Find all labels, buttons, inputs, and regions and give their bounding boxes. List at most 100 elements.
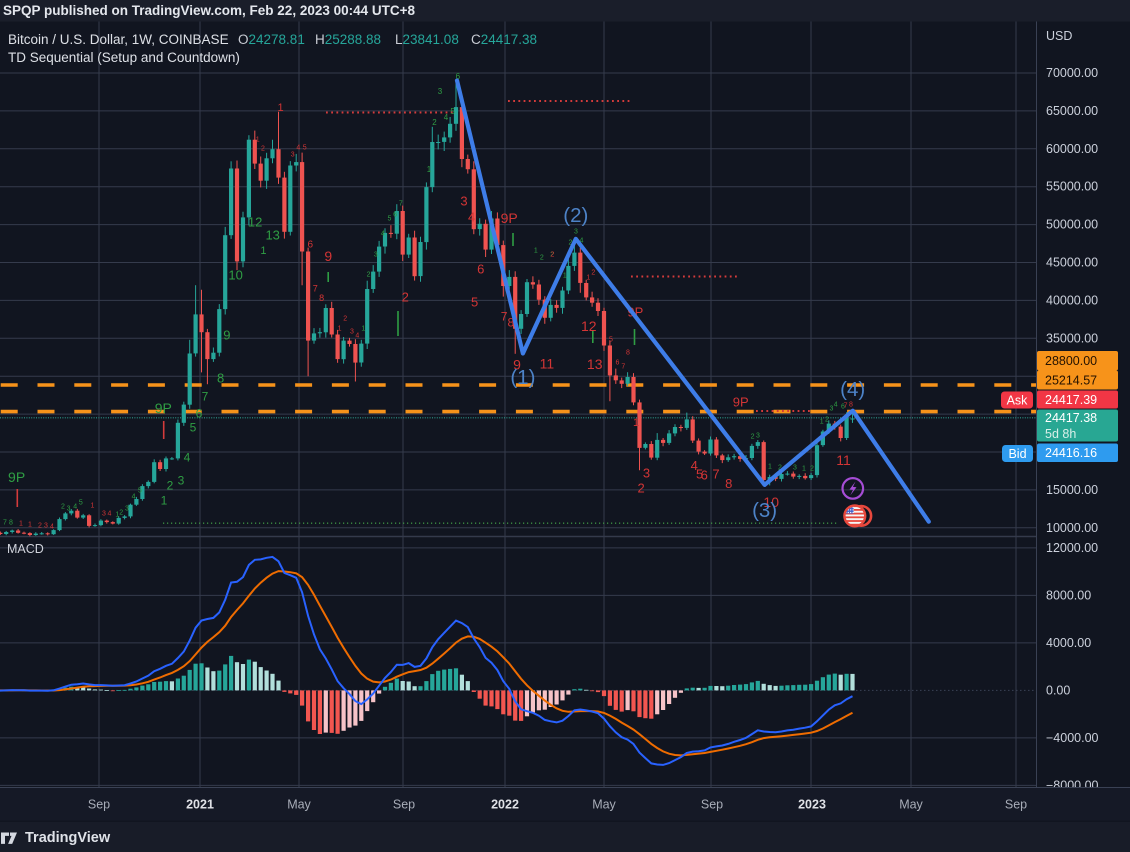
svg-text:3: 3 (574, 229, 578, 236)
svg-text:25214.57: 25214.57 (1045, 373, 1097, 387)
svg-text:5: 5 (450, 107, 455, 116)
svg-text:2: 2 (637, 481, 644, 496)
svg-text:May: May (287, 798, 311, 812)
svg-text:6: 6 (477, 262, 484, 277)
svg-text:40000.00: 40000.00 (1046, 293, 1098, 307)
svg-text:1: 1 (19, 521, 23, 528)
svg-text:Bitcoin / U.S. Dollar, 1W, COI: Bitcoin / U.S. Dollar, 1W, COINBASE (8, 32, 229, 47)
svg-text:9: 9 (223, 328, 230, 343)
svg-text:3: 3 (44, 523, 48, 530)
svg-text:8: 8 (725, 476, 732, 491)
svg-text:12: 12 (581, 318, 597, 334)
svg-text:1: 1 (256, 137, 260, 144)
svg-text:5: 5 (388, 216, 392, 223)
svg-text:1: 1 (260, 245, 266, 257)
svg-text:7: 7 (621, 364, 625, 371)
svg-text:Bid: Bid (1008, 447, 1026, 461)
svg-text:Sep: Sep (88, 798, 110, 812)
svg-text:5: 5 (138, 488, 142, 495)
svg-text:1: 1 (161, 493, 168, 507)
svg-text:13: 13 (587, 356, 603, 372)
svg-text:9P: 9P (501, 210, 518, 226)
svg-text:6: 6 (841, 404, 845, 411)
svg-text:1: 1 (115, 512, 119, 519)
svg-text:6: 6 (456, 72, 461, 81)
svg-text:1: 1 (563, 273, 567, 280)
svg-text:13: 13 (265, 228, 279, 243)
svg-text:4: 4 (50, 524, 54, 531)
svg-text:2: 2 (825, 417, 829, 424)
svg-text:9P: 9P (733, 395, 749, 410)
svg-text:TD Sequential (Setup and Count: TD Sequential (Setup and Countdown) (8, 50, 240, 65)
svg-text:5: 5 (471, 295, 478, 310)
svg-text:Sep: Sep (701, 798, 723, 812)
svg-text:11: 11 (836, 452, 851, 468)
svg-text:7: 7 (501, 309, 508, 323)
svg-text:2: 2 (751, 434, 755, 441)
svg-text:TradingView: TradingView (25, 830, 111, 846)
svg-text:USD: USD (1046, 29, 1072, 43)
svg-text:3: 3 (793, 465, 797, 472)
svg-text:9P: 9P (155, 400, 172, 416)
svg-text:2: 2 (591, 270, 595, 277)
svg-text:8000.00: 8000.00 (1046, 588, 1091, 602)
svg-text:1: 1 (427, 165, 432, 174)
svg-text:4: 4 (184, 450, 191, 464)
svg-text:3: 3 (125, 506, 129, 513)
svg-text:2: 2 (61, 504, 65, 511)
svg-text:1: 1 (586, 275, 590, 282)
svg-text:May: May (592, 798, 616, 812)
svg-text:4: 4 (691, 458, 698, 473)
svg-text:55000.00: 55000.00 (1046, 180, 1098, 194)
svg-text:−4000.00: −4000.00 (1046, 731, 1099, 745)
svg-text:7: 7 (712, 467, 719, 482)
svg-text:5: 5 (609, 337, 613, 344)
svg-text:11: 11 (540, 355, 555, 371)
svg-text:1: 1 (768, 464, 772, 471)
svg-text:7: 7 (844, 403, 848, 410)
svg-text:1: 1 (338, 326, 342, 333)
svg-text:3: 3 (643, 466, 650, 481)
svg-text:4: 4 (834, 402, 838, 409)
svg-text:24417.38: 24417.38 (1045, 411, 1097, 425)
svg-text:1: 1 (820, 419, 824, 426)
svg-text:3: 3 (756, 433, 760, 440)
svg-text:65000.00: 65000.00 (1046, 104, 1098, 118)
svg-text:10: 10 (763, 494, 779, 510)
svg-text:1: 1 (28, 522, 32, 529)
svg-text:Sep: Sep (393, 798, 415, 812)
svg-text:10000.00: 10000.00 (1046, 521, 1098, 535)
svg-text:4: 4 (580, 238, 584, 245)
svg-text:5: 5 (79, 500, 83, 507)
svg-text:May: May (899, 798, 923, 812)
svg-text:6: 6 (393, 212, 397, 219)
svg-text:2022: 2022 (491, 798, 519, 812)
svg-text:(3): (3) (752, 499, 777, 522)
svg-text:Ask: Ask (1007, 394, 1029, 408)
svg-text:3: 3 (291, 152, 295, 159)
svg-text:2: 2 (38, 523, 42, 530)
svg-text:2: 2 (550, 252, 554, 259)
svg-text:8: 8 (9, 520, 13, 527)
svg-text:5: 5 (190, 420, 197, 434)
svg-text:8: 8 (849, 402, 853, 409)
svg-text:9: 9 (324, 248, 332, 264)
svg-text:12: 12 (248, 215, 262, 230)
svg-text:Sep: Sep (1005, 798, 1027, 812)
svg-text:2023: 2023 (798, 798, 826, 812)
svg-text:2: 2 (778, 465, 782, 472)
svg-text:2: 2 (402, 290, 409, 305)
svg-text:7: 7 (202, 389, 209, 403)
svg-text:1: 1 (278, 102, 284, 114)
svg-text:24416.16: 24416.16 (1045, 446, 1097, 460)
svg-text:3: 3 (438, 87, 443, 96)
svg-text:2: 2 (540, 255, 544, 262)
svg-text:3: 3 (178, 473, 185, 487)
svg-text:2: 2 (167, 478, 174, 492)
svg-text:8: 8 (626, 350, 630, 357)
svg-text:3: 3 (67, 506, 71, 513)
svg-text:2: 2 (432, 118, 437, 127)
svg-text:4: 4 (132, 494, 136, 501)
svg-text:9P: 9P (8, 469, 25, 485)
svg-text:2: 2 (568, 240, 572, 247)
